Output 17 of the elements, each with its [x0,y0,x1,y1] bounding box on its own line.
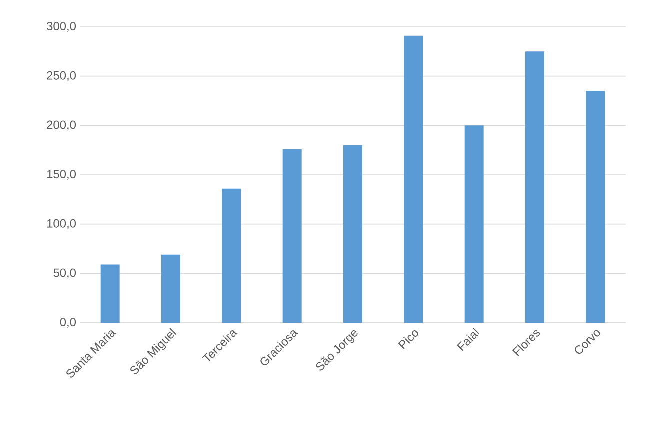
y-tick-label: 250,0 [47,71,76,82]
y-tick-label: 50,0 [54,268,76,279]
bar [282,149,302,323]
bar [162,254,180,323]
bar [100,264,120,323]
bar [464,126,484,323]
x-tick-label: Pico [398,330,418,350]
bar [222,188,242,323]
y-tick-label: 0,0 [60,318,76,328]
bar [586,91,606,323]
bar [526,52,544,323]
y-tick-label: 200,0 [47,120,76,131]
y-tick-label: 300,0 [47,22,76,32]
y-tick-label: 100,0 [47,219,76,230]
bar [344,145,362,323]
bar [404,36,424,323]
y-tick-label: 150,0 [47,170,76,180]
